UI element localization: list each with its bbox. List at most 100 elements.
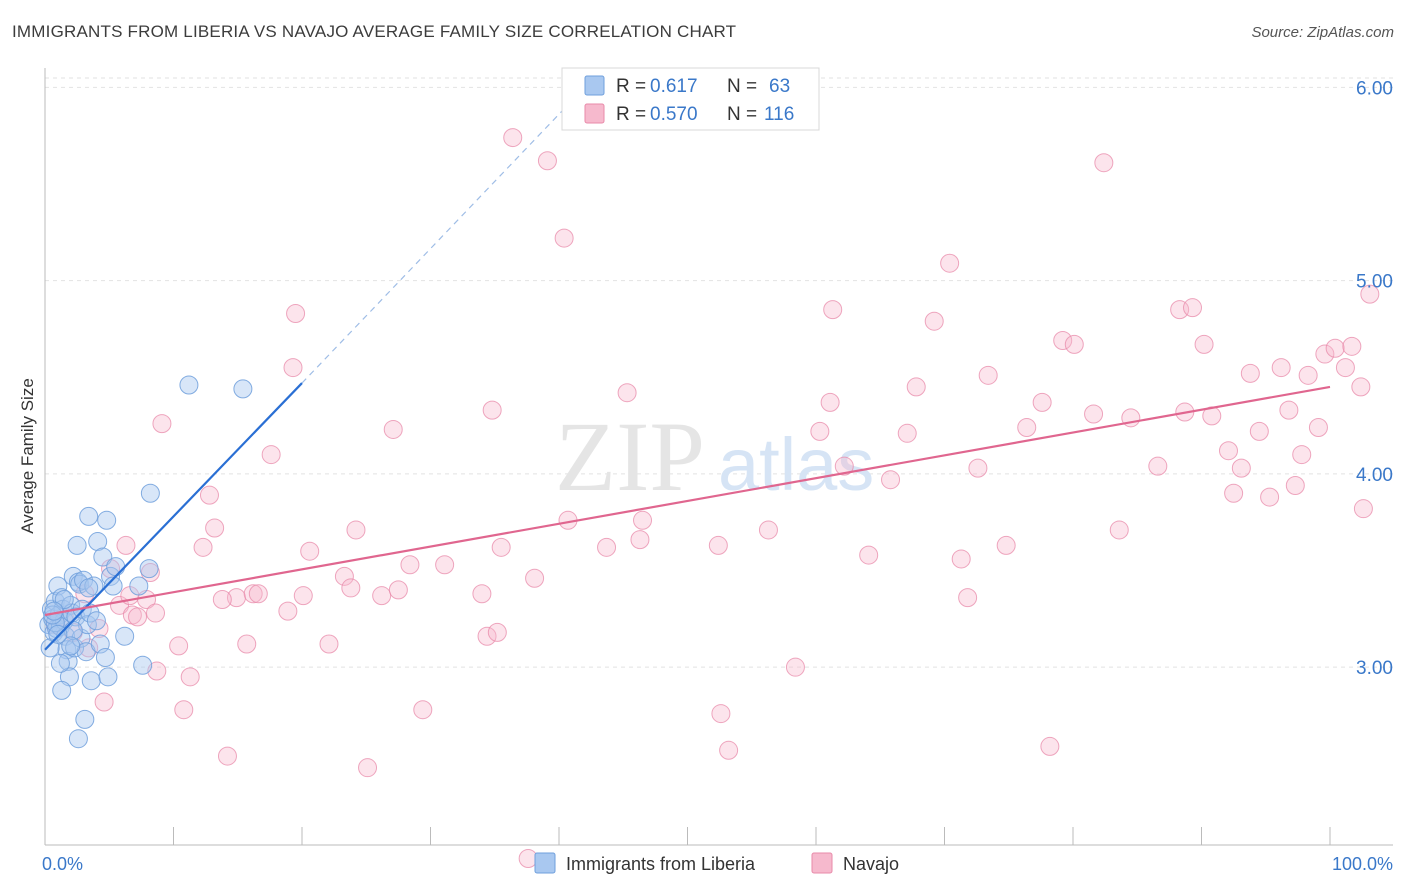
navajo-point-69 bbox=[897, 423, 917, 443]
navajo-point-61 bbox=[758, 520, 778, 540]
stats-r-value-2: 0.570 bbox=[650, 104, 698, 125]
y-tick-label-3: 6.00 bbox=[1356, 78, 1393, 99]
liberia-point-46 bbox=[133, 655, 153, 675]
y-tick-label-0: 3.00 bbox=[1356, 658, 1393, 679]
liberia-point-18 bbox=[63, 566, 83, 586]
liberia-point-59 bbox=[61, 636, 81, 656]
navajo-point-94 bbox=[1224, 483, 1244, 503]
legend-label-liberia: Immigrants from Liberia bbox=[566, 854, 756, 874]
navajo-point-107 bbox=[1335, 358, 1355, 378]
navajo-point-39 bbox=[383, 419, 403, 439]
navajo-point-76 bbox=[978, 365, 998, 385]
navajo-point-21 bbox=[199, 485, 219, 505]
navajo-trend-line bbox=[44, 385, 1331, 617]
legend-swatch-navajo bbox=[811, 852, 833, 874]
navajo-point-77 bbox=[996, 535, 1016, 555]
liberia-point-42 bbox=[103, 576, 123, 596]
liberia-point-47 bbox=[139, 559, 159, 579]
stats-r-label-1: R = bbox=[616, 76, 646, 97]
navajo-point-85 bbox=[1109, 520, 1129, 540]
trend-lines bbox=[44, 86, 1331, 651]
navajo-point-17 bbox=[169, 636, 189, 656]
navajo-point-104 bbox=[1308, 418, 1328, 438]
x-tick-labels: 0.0% 100.0% bbox=[42, 854, 1393, 874]
navajo-point-43 bbox=[435, 555, 455, 575]
navajo-point-63 bbox=[810, 421, 830, 441]
navajo-point-18 bbox=[174, 700, 194, 720]
navajo-point-87 bbox=[1148, 456, 1168, 476]
navajo-point-90 bbox=[1183, 298, 1203, 318]
watermark-zip: ZIP bbox=[555, 401, 705, 512]
navajo-point-56 bbox=[630, 530, 650, 550]
navajo-point-108 bbox=[1342, 336, 1362, 356]
liberia-trend-extension bbox=[301, 86, 586, 384]
navajo-point-73 bbox=[951, 549, 971, 569]
navajo-point-93 bbox=[1218, 441, 1238, 461]
navajo-point-99 bbox=[1271, 358, 1291, 378]
navajo-point-51 bbox=[537, 151, 557, 171]
navajo-point-30 bbox=[286, 303, 306, 323]
y-tick-label-2: 5.00 bbox=[1356, 272, 1393, 293]
navajo-point-32 bbox=[300, 541, 320, 561]
liberia-trend-line bbox=[44, 382, 303, 651]
liberia-point-37 bbox=[93, 547, 113, 567]
navajo-point-33 bbox=[319, 634, 339, 654]
axes bbox=[44, 68, 1393, 846]
navajo-point-83 bbox=[1084, 404, 1104, 424]
liberia-point-39 bbox=[97, 510, 117, 530]
navajo-point-113 bbox=[212, 590, 232, 610]
navajo-point-16 bbox=[152, 414, 172, 434]
navajo-point-31 bbox=[293, 586, 313, 606]
navajo-point-72 bbox=[940, 253, 960, 273]
liberia-point-40 bbox=[98, 667, 118, 687]
navajo-point-100 bbox=[1279, 400, 1299, 420]
navajo-point-79 bbox=[1032, 392, 1052, 412]
navajo-point-41 bbox=[400, 555, 420, 575]
navajo-point-14 bbox=[146, 603, 166, 623]
navajo-point-96 bbox=[1240, 363, 1260, 383]
liberia-point-53 bbox=[68, 729, 88, 749]
navajo-point-66 bbox=[834, 456, 854, 476]
liberia-point-34 bbox=[86, 611, 106, 631]
liberia-point-21 bbox=[67, 535, 87, 555]
navajo-point-95 bbox=[1231, 458, 1251, 478]
navajo-point-102 bbox=[1292, 445, 1312, 465]
navajo-point-98 bbox=[1260, 487, 1280, 507]
chart-title: IMMIGRANTS FROM LIBERIA VS NAVAJO AVERAG… bbox=[12, 22, 737, 41]
navajo-point-46 bbox=[487, 622, 507, 642]
navajo-point-91 bbox=[1194, 334, 1214, 354]
liberia-point-35 bbox=[88, 532, 108, 552]
watermark: ZIP atlas bbox=[555, 401, 874, 512]
liberia-point-50 bbox=[233, 379, 253, 399]
navajo-point-54 bbox=[597, 537, 617, 557]
navajo-point-60 bbox=[719, 740, 739, 760]
navajo-point-9 bbox=[116, 535, 136, 555]
navajo-point-75 bbox=[968, 458, 988, 478]
navajo-point-36 bbox=[346, 520, 366, 540]
navajo-point-49 bbox=[518, 849, 538, 869]
navajo-point-37 bbox=[358, 758, 378, 778]
stats-legend-box bbox=[561, 67, 820, 131]
navajo-point-40 bbox=[388, 580, 408, 600]
liberia-point-61 bbox=[48, 624, 68, 644]
navajo-point-101 bbox=[1285, 475, 1305, 495]
navajo-point-57 bbox=[633, 510, 653, 530]
y-tick-label-1: 4.00 bbox=[1356, 465, 1393, 486]
stats-n-value-2: 116 bbox=[764, 104, 794, 125]
bottom-legend: Immigrants from Liberia Navajo bbox=[534, 852, 899, 874]
liberia-point-49 bbox=[179, 375, 199, 395]
stats-n-label-1: N = bbox=[727, 76, 757, 97]
stats-n-label-2: N = bbox=[727, 104, 757, 125]
navajo-point-45 bbox=[482, 400, 502, 420]
navajo-point-110 bbox=[1353, 499, 1373, 519]
navajo-point-29 bbox=[283, 358, 303, 378]
x-tick-label-1: 100.0% bbox=[1332, 854, 1393, 874]
liberia-point-60 bbox=[79, 578, 99, 598]
navajo-point-19 bbox=[180, 667, 200, 687]
liberia-point-43 bbox=[106, 557, 126, 577]
navajo-points bbox=[45, 128, 1380, 869]
navajo-point-106 bbox=[1325, 338, 1345, 358]
navajo-point-35 bbox=[341, 578, 361, 598]
navajo-point-58 bbox=[708, 535, 728, 555]
stats-r-label-2: R = bbox=[616, 104, 646, 125]
